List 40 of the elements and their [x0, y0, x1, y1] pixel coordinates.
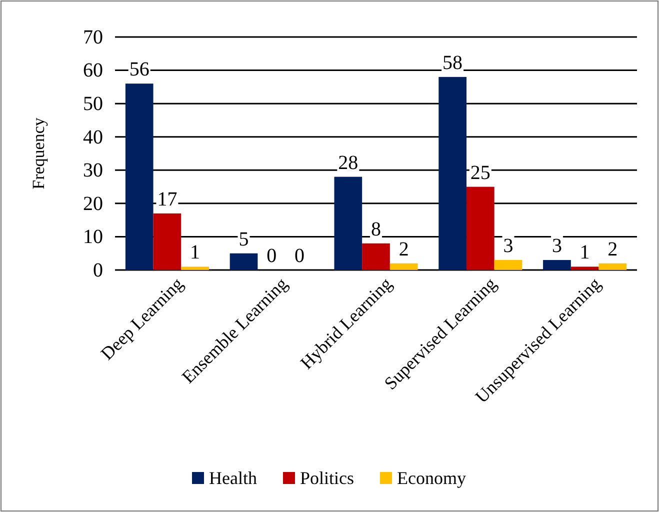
- bar: [570, 266, 599, 270]
- y-tick-label: 0: [93, 259, 103, 282]
- data-label: 3: [552, 235, 562, 258]
- y-tick-label: 20: [83, 192, 103, 215]
- data-label: 1: [580, 242, 590, 264]
- y-tick-label: 40: [83, 126, 103, 148]
- y-axis-title: Frequency: [29, 117, 48, 190]
- bar: [438, 76, 466, 270]
- bar: [153, 213, 182, 270]
- bar: [494, 260, 522, 270]
- y-tick-label: 10: [83, 226, 103, 248]
- data-label: 0: [294, 245, 304, 267]
- data-label: 0: [266, 245, 277, 267]
- legend-label: Politics: [300, 468, 354, 488]
- y-tick-label: 60: [83, 60, 103, 82]
- bar: [543, 260, 571, 270]
- data-label: 58: [442, 52, 463, 74]
- bar: [334, 176, 362, 270]
- data-label: 17: [157, 188, 178, 210]
- data-label: 3: [503, 235, 514, 258]
- legend-label: Health: [209, 468, 257, 488]
- bar: [362, 243, 390, 270]
- data-label: 28: [338, 152, 358, 174]
- y-tick-label: 30: [83, 160, 103, 182]
- data-label: 2: [608, 238, 618, 260]
- data-label: 5: [238, 228, 249, 250]
- bar: [181, 266, 209, 270]
- bar: [598, 263, 627, 270]
- bar: [390, 263, 418, 270]
- data-label: 8: [371, 218, 381, 240]
- data-label: 1: [190, 242, 200, 264]
- data-label: 56: [129, 58, 150, 81]
- y-tick-label: 70: [83, 26, 103, 48]
- y-tick-label: 50: [83, 92, 103, 115]
- bar: [125, 84, 154, 270]
- bar: [466, 186, 494, 270]
- bar: [230, 253, 258, 270]
- data-label: 2: [398, 238, 409, 260]
- legend-label: Economy: [397, 468, 466, 488]
- data-label: 25: [470, 162, 490, 184]
